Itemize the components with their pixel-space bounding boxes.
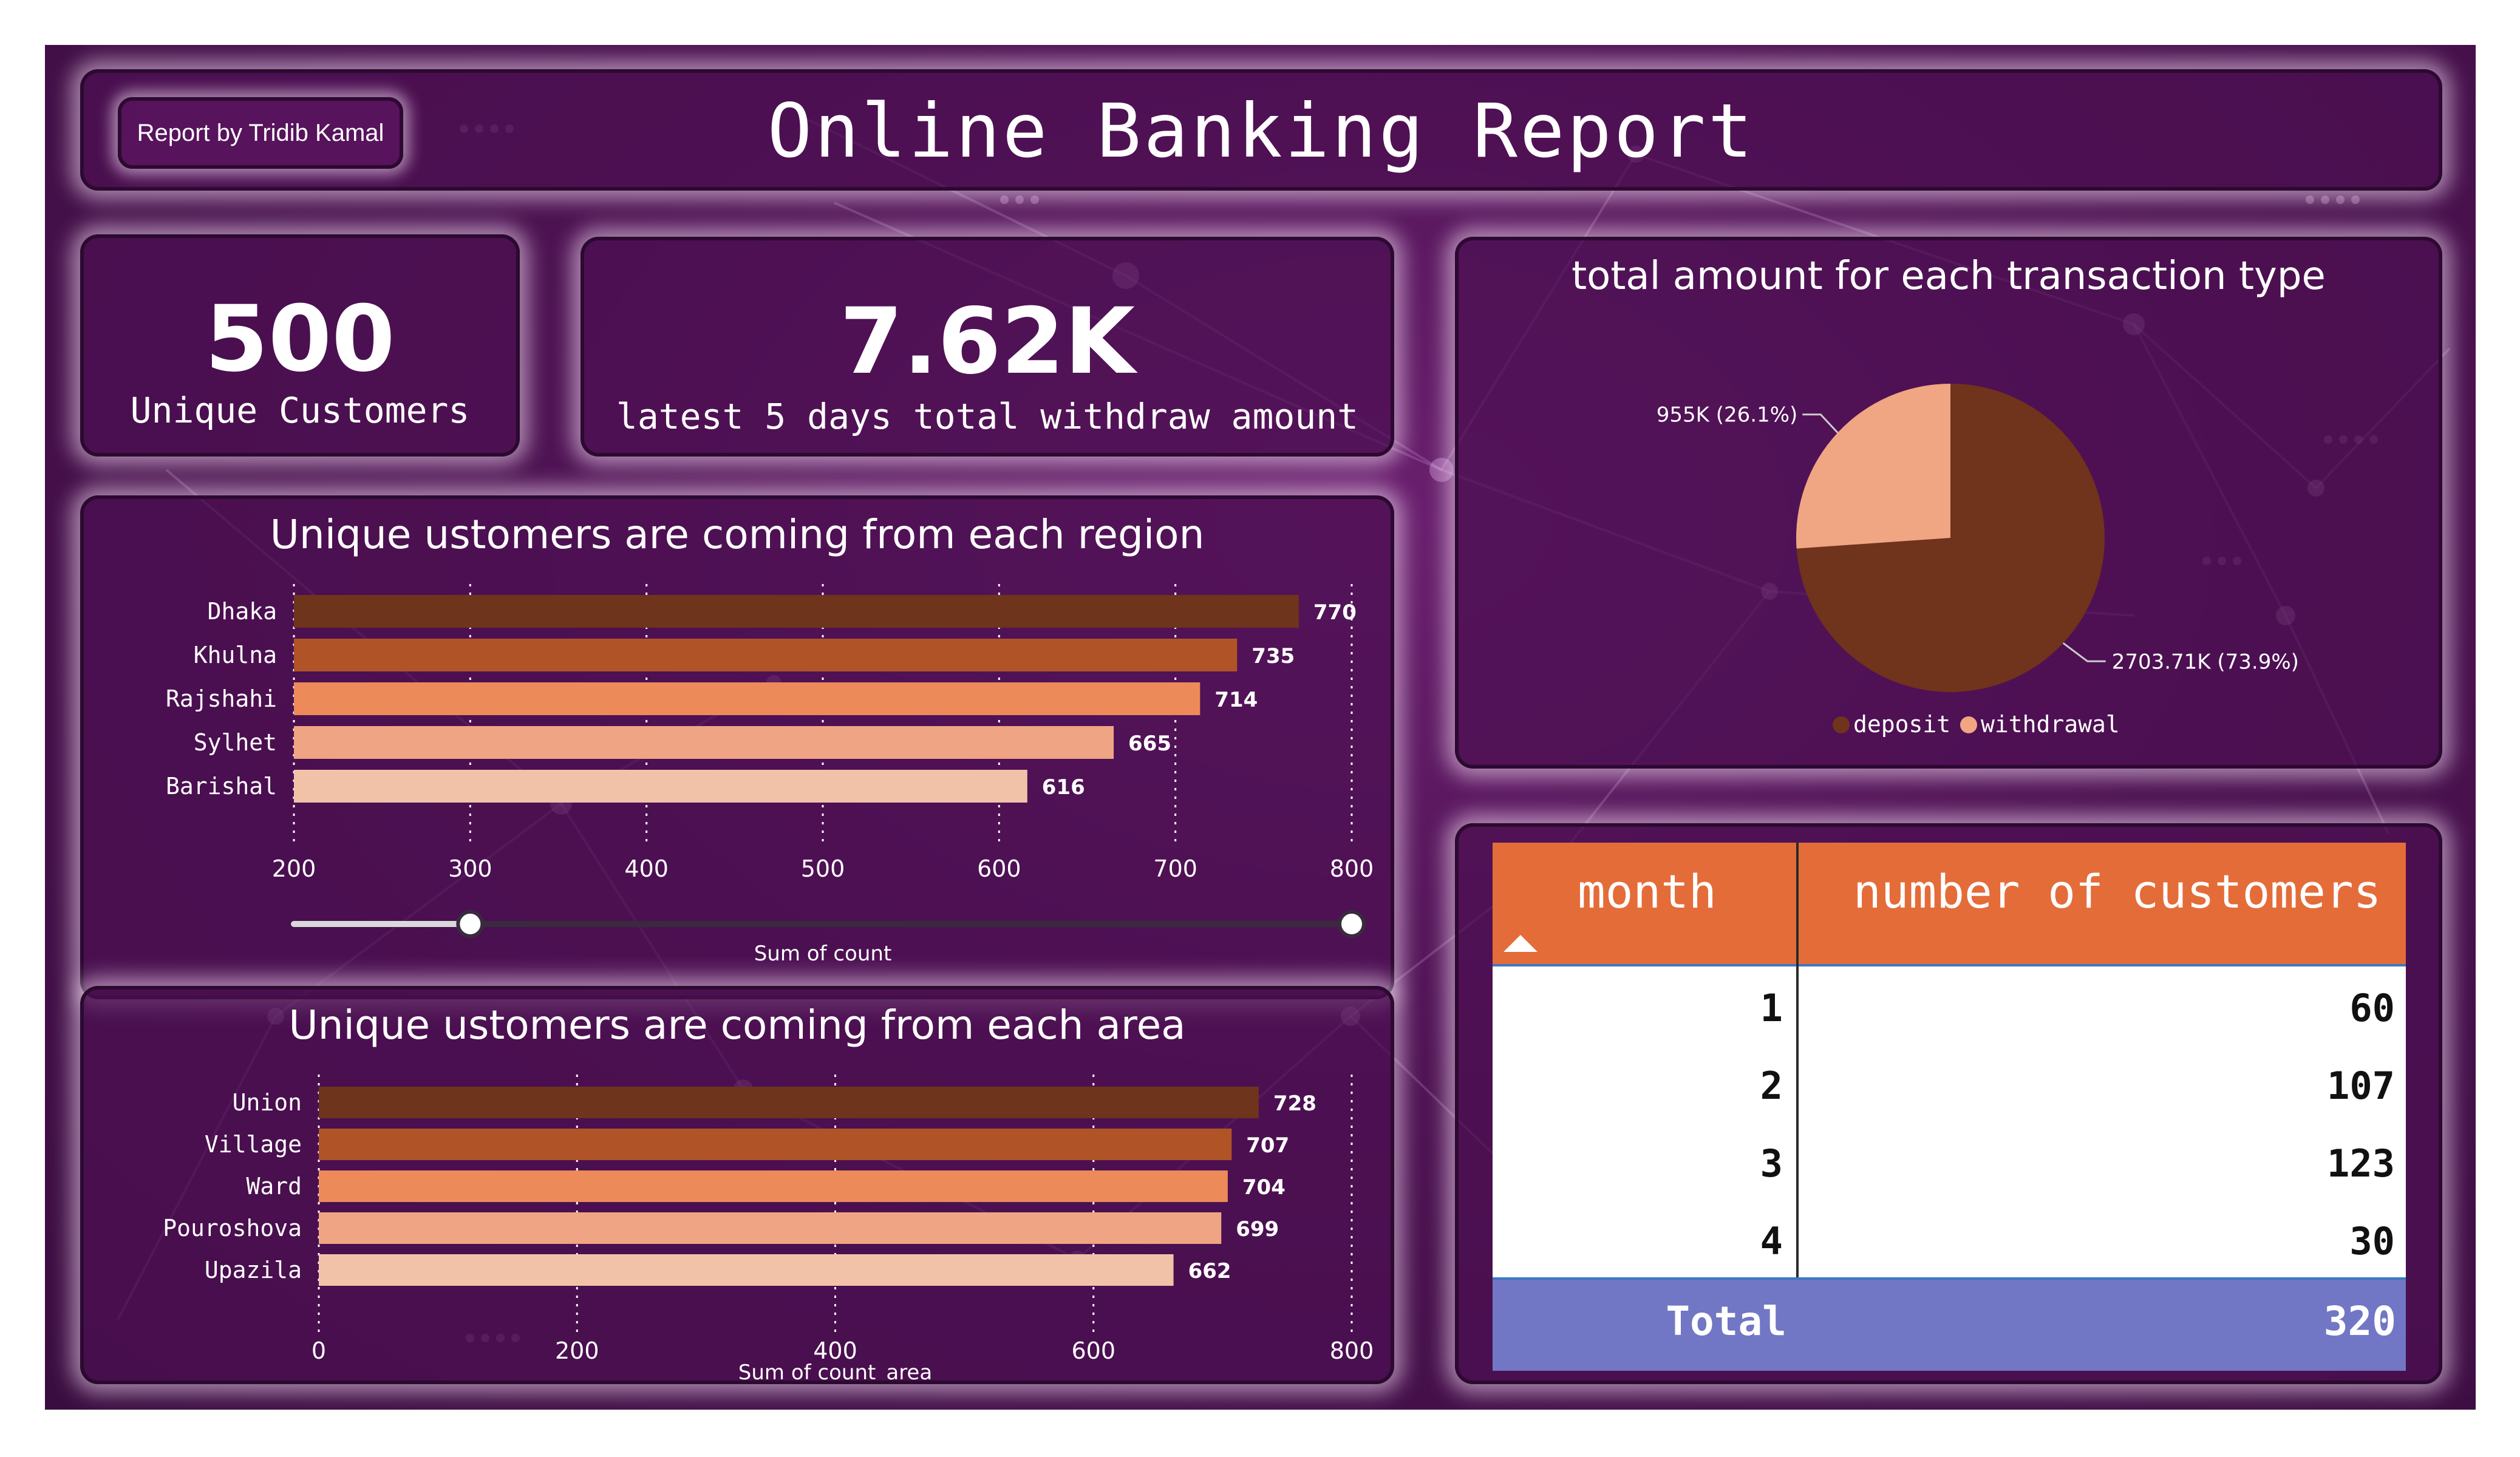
leader-line [2062, 642, 2106, 662]
data-label: 707 [1246, 1133, 1289, 1158]
data-label: 665 [1128, 732, 1171, 756]
x-axis-title: Sum of count_area [738, 1360, 932, 1381]
table-header-month[interactable]: month [1493, 843, 1796, 964]
legend-marker-withdrawal [1960, 716, 1977, 733]
category-label: Village [205, 1131, 302, 1158]
table-cell-customers: 60 [2349, 986, 2395, 1030]
pie-data-label: 2703.71K (73.9%) [2112, 650, 2299, 674]
category-label: Rajshahi [166, 685, 277, 712]
table-body [1493, 966, 2406, 1277]
region-bar-chart: 200 300 400 500 600 700 800 Dhaka 770 Khulna 735 Ra… [166, 584, 1374, 966]
x-tick-label: 600 [1071, 1337, 1115, 1364]
data-label: 770 [1313, 600, 1357, 625]
kpi-withdraw-value: 7.62K [839, 289, 1136, 395]
bar[interactable] [294, 682, 1200, 715]
transaction-pie-panel: total amount for each transaction type 2… [1455, 237, 2442, 769]
x-tick-label: 500 [801, 855, 845, 882]
bar[interactable] [319, 1254, 1174, 1286]
category-label: Upazila [205, 1257, 302, 1283]
kpi-withdraw-label: latest 5 days total withdraw amount [616, 396, 1359, 437]
sort-ascending-icon [1503, 935, 1538, 952]
transaction-pie-chart: 2703.71K (73.9%) 955K (26.1%) deposit withd… [1657, 384, 2299, 738]
x-tick-label: 200 [272, 855, 316, 882]
bar[interactable] [294, 639, 1238, 671]
region-chart-panel: Unique ustomers are coming from each reg… [80, 495, 1394, 999]
pie-slice[interactable] [1796, 384, 2105, 692]
kpi-unique-customers-label: Unique Customers [130, 390, 470, 431]
category-label: Barishal [166, 773, 277, 800]
table-cell-month: 1 [1760, 986, 1783, 1030]
table-column-divider [1796, 843, 1799, 1371]
category-label: Sylhet [194, 729, 277, 756]
data-label: 662 [1188, 1259, 1231, 1283]
pie-data-label: 955K (26.1%) [1657, 403, 1798, 427]
total-value: 320 [2323, 1298, 2396, 1345]
table-cell-customers: 123 [2327, 1141, 2395, 1186]
kpi-unique-customers-value: 500 [205, 287, 395, 392]
x-tick-label: 400 [813, 1337, 857, 1364]
legend-label-deposit: deposit [1853, 711, 1950, 738]
page-title: Online Banking Report [767, 88, 1755, 174]
column-header-number-of-customers: number of customers [1853, 864, 2382, 919]
column-header-month: month [1578, 864, 1717, 919]
leader-line [1802, 413, 1839, 433]
data-label: 728 [1273, 1092, 1316, 1116]
total-label: Total [1666, 1298, 1786, 1345]
data-label: 714 [1214, 688, 1258, 712]
x-axis-title: Sum of count [754, 942, 892, 966]
pie-slice[interactable] [1796, 384, 1950, 549]
bar[interactable] [319, 1129, 1232, 1160]
x-tick-label: 800 [1330, 1337, 1374, 1364]
bar[interactable] [319, 1087, 1259, 1118]
slider-handle-min[interactable] [456, 910, 485, 938]
x-tick-label: 200 [555, 1337, 599, 1364]
category-label: Ward [246, 1173, 302, 1200]
x-tick-label: 800 [1330, 855, 1374, 882]
header-panel: Report by Tridib Kamal Online Banking Re… [80, 69, 2442, 191]
bar[interactable] [319, 1170, 1228, 1202]
data-label: 616 [1042, 775, 1085, 800]
kpi-unique-customers-card: 500 Unique Customers [80, 234, 520, 457]
category-label: Pouroshova [163, 1215, 302, 1241]
table-cell-customers: 107 [2327, 1064, 2395, 1108]
table-total-row: Total 320 [1493, 1277, 2406, 1371]
category-label: Dhaka [208, 598, 277, 625]
x-tick-label: 700 [1153, 855, 1197, 882]
kpi-withdraw-card: 7.62K latest 5 days total withdraw amoun… [581, 237, 1394, 457]
category-label: Khulna [194, 642, 277, 668]
area-bar-chart: 0 200 400 600 800 Union 728 Village 707 Ward 704 Po… [163, 1075, 1374, 1381]
table-header-divider [1493, 964, 2406, 966]
table-cell-month: 3 [1760, 1141, 1783, 1186]
table-cell-month: 2 [1760, 1064, 1783, 1108]
pie-chart-title: total amount for each transaction type [1572, 254, 2326, 299]
data-label: 704 [1242, 1175, 1286, 1200]
data-label: 699 [1236, 1217, 1279, 1241]
x-tick-label: 300 [448, 855, 492, 882]
bar[interactable] [319, 1212, 1222, 1244]
x-tick-label: 400 [624, 855, 669, 882]
legend-marker-deposit [1833, 716, 1850, 733]
category-label: Union [233, 1089, 302, 1116]
monthly-customers-table-panel: month number of customers 1 60 2 107 3 123 4 30… [1455, 823, 2442, 1384]
legend-label-withdrawal: withdrawal [1981, 711, 2120, 738]
bar[interactable] [294, 726, 1114, 759]
table-cell-customers: 30 [2349, 1219, 2395, 1263]
area-chart-title: Unique ustomers are coming from each are… [288, 1002, 1186, 1048]
table-cell-month: 4 [1760, 1219, 1783, 1263]
x-tick-label: 0 [312, 1337, 326, 1364]
report-by-label: Report by Tridib Kamal [137, 119, 384, 146]
bar[interactable] [294, 770, 1027, 803]
region-chart-title: Unique ustomers are coming from each reg… [270, 511, 1205, 558]
data-label: 735 [1251, 644, 1295, 668]
table-header-customers[interactable]: number of customers [1799, 843, 2406, 964]
bar[interactable] [294, 595, 1299, 628]
report-by-badge: Report by Tridib Kamal [118, 97, 403, 169]
dashboard-canvas: Report by Tridib Kamal Online Banking Re… [45, 45, 2476, 1410]
x-tick-label: 600 [977, 855, 1021, 882]
slider-handle-max[interactable] [1338, 910, 1366, 938]
area-chart-panel: Unique ustomers are coming from each are… [80, 986, 1394, 1384]
